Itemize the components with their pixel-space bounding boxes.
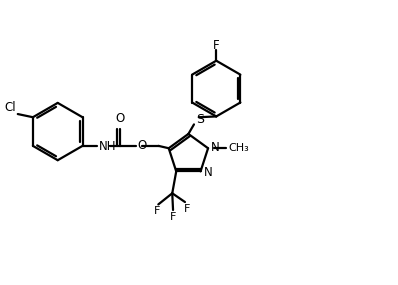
Text: N: N — [211, 141, 220, 154]
Text: Cl: Cl — [4, 101, 16, 114]
Text: F: F — [154, 206, 160, 216]
Text: F: F — [184, 203, 191, 214]
Text: F: F — [170, 212, 176, 222]
Text: S: S — [196, 113, 204, 126]
Text: O: O — [115, 112, 125, 125]
Text: O: O — [138, 139, 147, 152]
Text: N: N — [204, 166, 213, 180]
Text: CH₃: CH₃ — [229, 143, 250, 153]
Text: F: F — [213, 39, 220, 52]
Text: NH: NH — [99, 140, 117, 153]
